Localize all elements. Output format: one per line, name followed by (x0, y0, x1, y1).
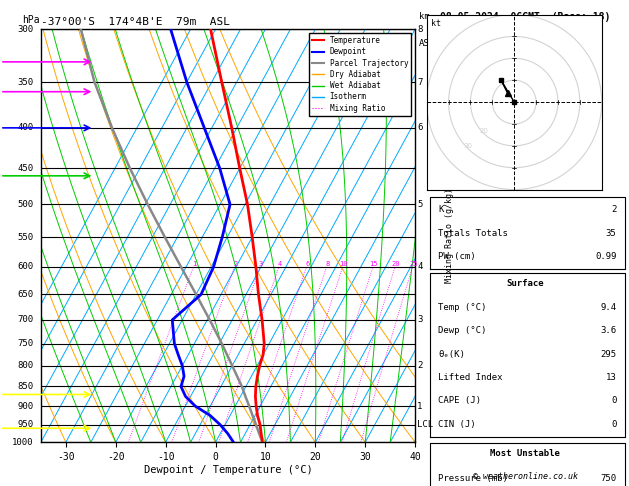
Text: 3: 3 (259, 261, 264, 267)
Text: 550: 550 (17, 233, 33, 242)
Text: 800: 800 (17, 361, 33, 370)
Text: 650: 650 (17, 290, 33, 299)
Text: 35: 35 (606, 229, 616, 238)
Text: PW (cm): PW (cm) (438, 252, 476, 261)
X-axis label: Dewpoint / Temperature (°C): Dewpoint / Temperature (°C) (143, 465, 313, 475)
Text: ASL: ASL (419, 39, 435, 49)
Text: Surface: Surface (506, 278, 544, 288)
Text: 0: 0 (611, 397, 616, 405)
Text: Totals Totals: Totals Totals (438, 229, 508, 238)
Text: 750: 750 (17, 339, 33, 348)
Text: 1000: 1000 (12, 438, 33, 447)
Text: 6: 6 (417, 123, 423, 132)
Text: 2: 2 (611, 206, 616, 214)
Text: 600: 600 (17, 262, 33, 272)
Text: 9.4: 9.4 (601, 303, 616, 312)
Text: 7: 7 (417, 78, 423, 87)
Text: 25: 25 (409, 261, 418, 267)
Text: CAPE (J): CAPE (J) (438, 397, 481, 405)
Text: 20: 20 (479, 128, 488, 134)
Text: km: km (419, 12, 430, 21)
Text: 13: 13 (606, 373, 616, 382)
Legend: Temperature, Dewpoint, Parcel Trajectory, Dry Adiabat, Wet Adiabat, Isotherm, Mi: Temperature, Dewpoint, Parcel Trajectory… (309, 33, 411, 116)
Text: © weatheronline.co.uk: © weatheronline.co.uk (473, 472, 577, 481)
Text: hPa: hPa (22, 15, 40, 25)
Text: K: K (438, 206, 443, 214)
Text: 3.6: 3.6 (601, 327, 616, 335)
Text: 1: 1 (417, 401, 423, 411)
Text: -37°00'S  174°4B'E  79m  ASL: -37°00'S 174°4B'E 79m ASL (41, 17, 230, 27)
Text: 8: 8 (417, 25, 423, 34)
Text: 295: 295 (601, 350, 616, 359)
Text: 750: 750 (601, 474, 616, 483)
Text: 08.05.2024  06GMT  (Base: 18): 08.05.2024 06GMT (Base: 18) (440, 12, 610, 22)
Text: 4: 4 (417, 262, 423, 272)
Text: 700: 700 (17, 315, 33, 324)
Text: Dewp (°C): Dewp (°C) (438, 327, 486, 335)
Text: Mixing Ratio (g/kg): Mixing Ratio (g/kg) (445, 188, 454, 283)
Text: Pressure (mb): Pressure (mb) (438, 474, 508, 483)
Text: 450: 450 (17, 164, 33, 173)
Text: 950: 950 (17, 420, 33, 429)
Text: LCL: LCL (417, 420, 433, 429)
Text: 300: 300 (17, 25, 33, 34)
Text: 900: 900 (17, 401, 33, 411)
Text: 4: 4 (278, 261, 282, 267)
Text: 1: 1 (192, 261, 197, 267)
Text: 2: 2 (233, 261, 238, 267)
Text: Lifted Index: Lifted Index (438, 373, 503, 382)
Text: 30: 30 (464, 143, 473, 149)
Text: Temp (°C): Temp (°C) (438, 303, 486, 312)
Text: 6: 6 (305, 261, 309, 267)
Text: CIN (J): CIN (J) (438, 420, 476, 429)
Text: 400: 400 (17, 123, 33, 132)
Text: 500: 500 (17, 200, 33, 209)
Text: 850: 850 (17, 382, 33, 391)
Text: 350: 350 (17, 78, 33, 87)
Text: 0: 0 (611, 420, 616, 429)
Text: 3: 3 (417, 315, 423, 324)
Text: 2: 2 (417, 361, 423, 370)
Text: Most Unstable: Most Unstable (490, 449, 560, 458)
Text: 0.99: 0.99 (595, 252, 616, 261)
Text: 10: 10 (340, 261, 348, 267)
Text: 8: 8 (325, 261, 330, 267)
Text: 15: 15 (369, 261, 378, 267)
Text: kt: kt (431, 18, 441, 28)
Text: 20: 20 (392, 261, 400, 267)
Text: θₑ(K): θₑ(K) (438, 350, 465, 359)
Text: 5: 5 (417, 200, 423, 209)
